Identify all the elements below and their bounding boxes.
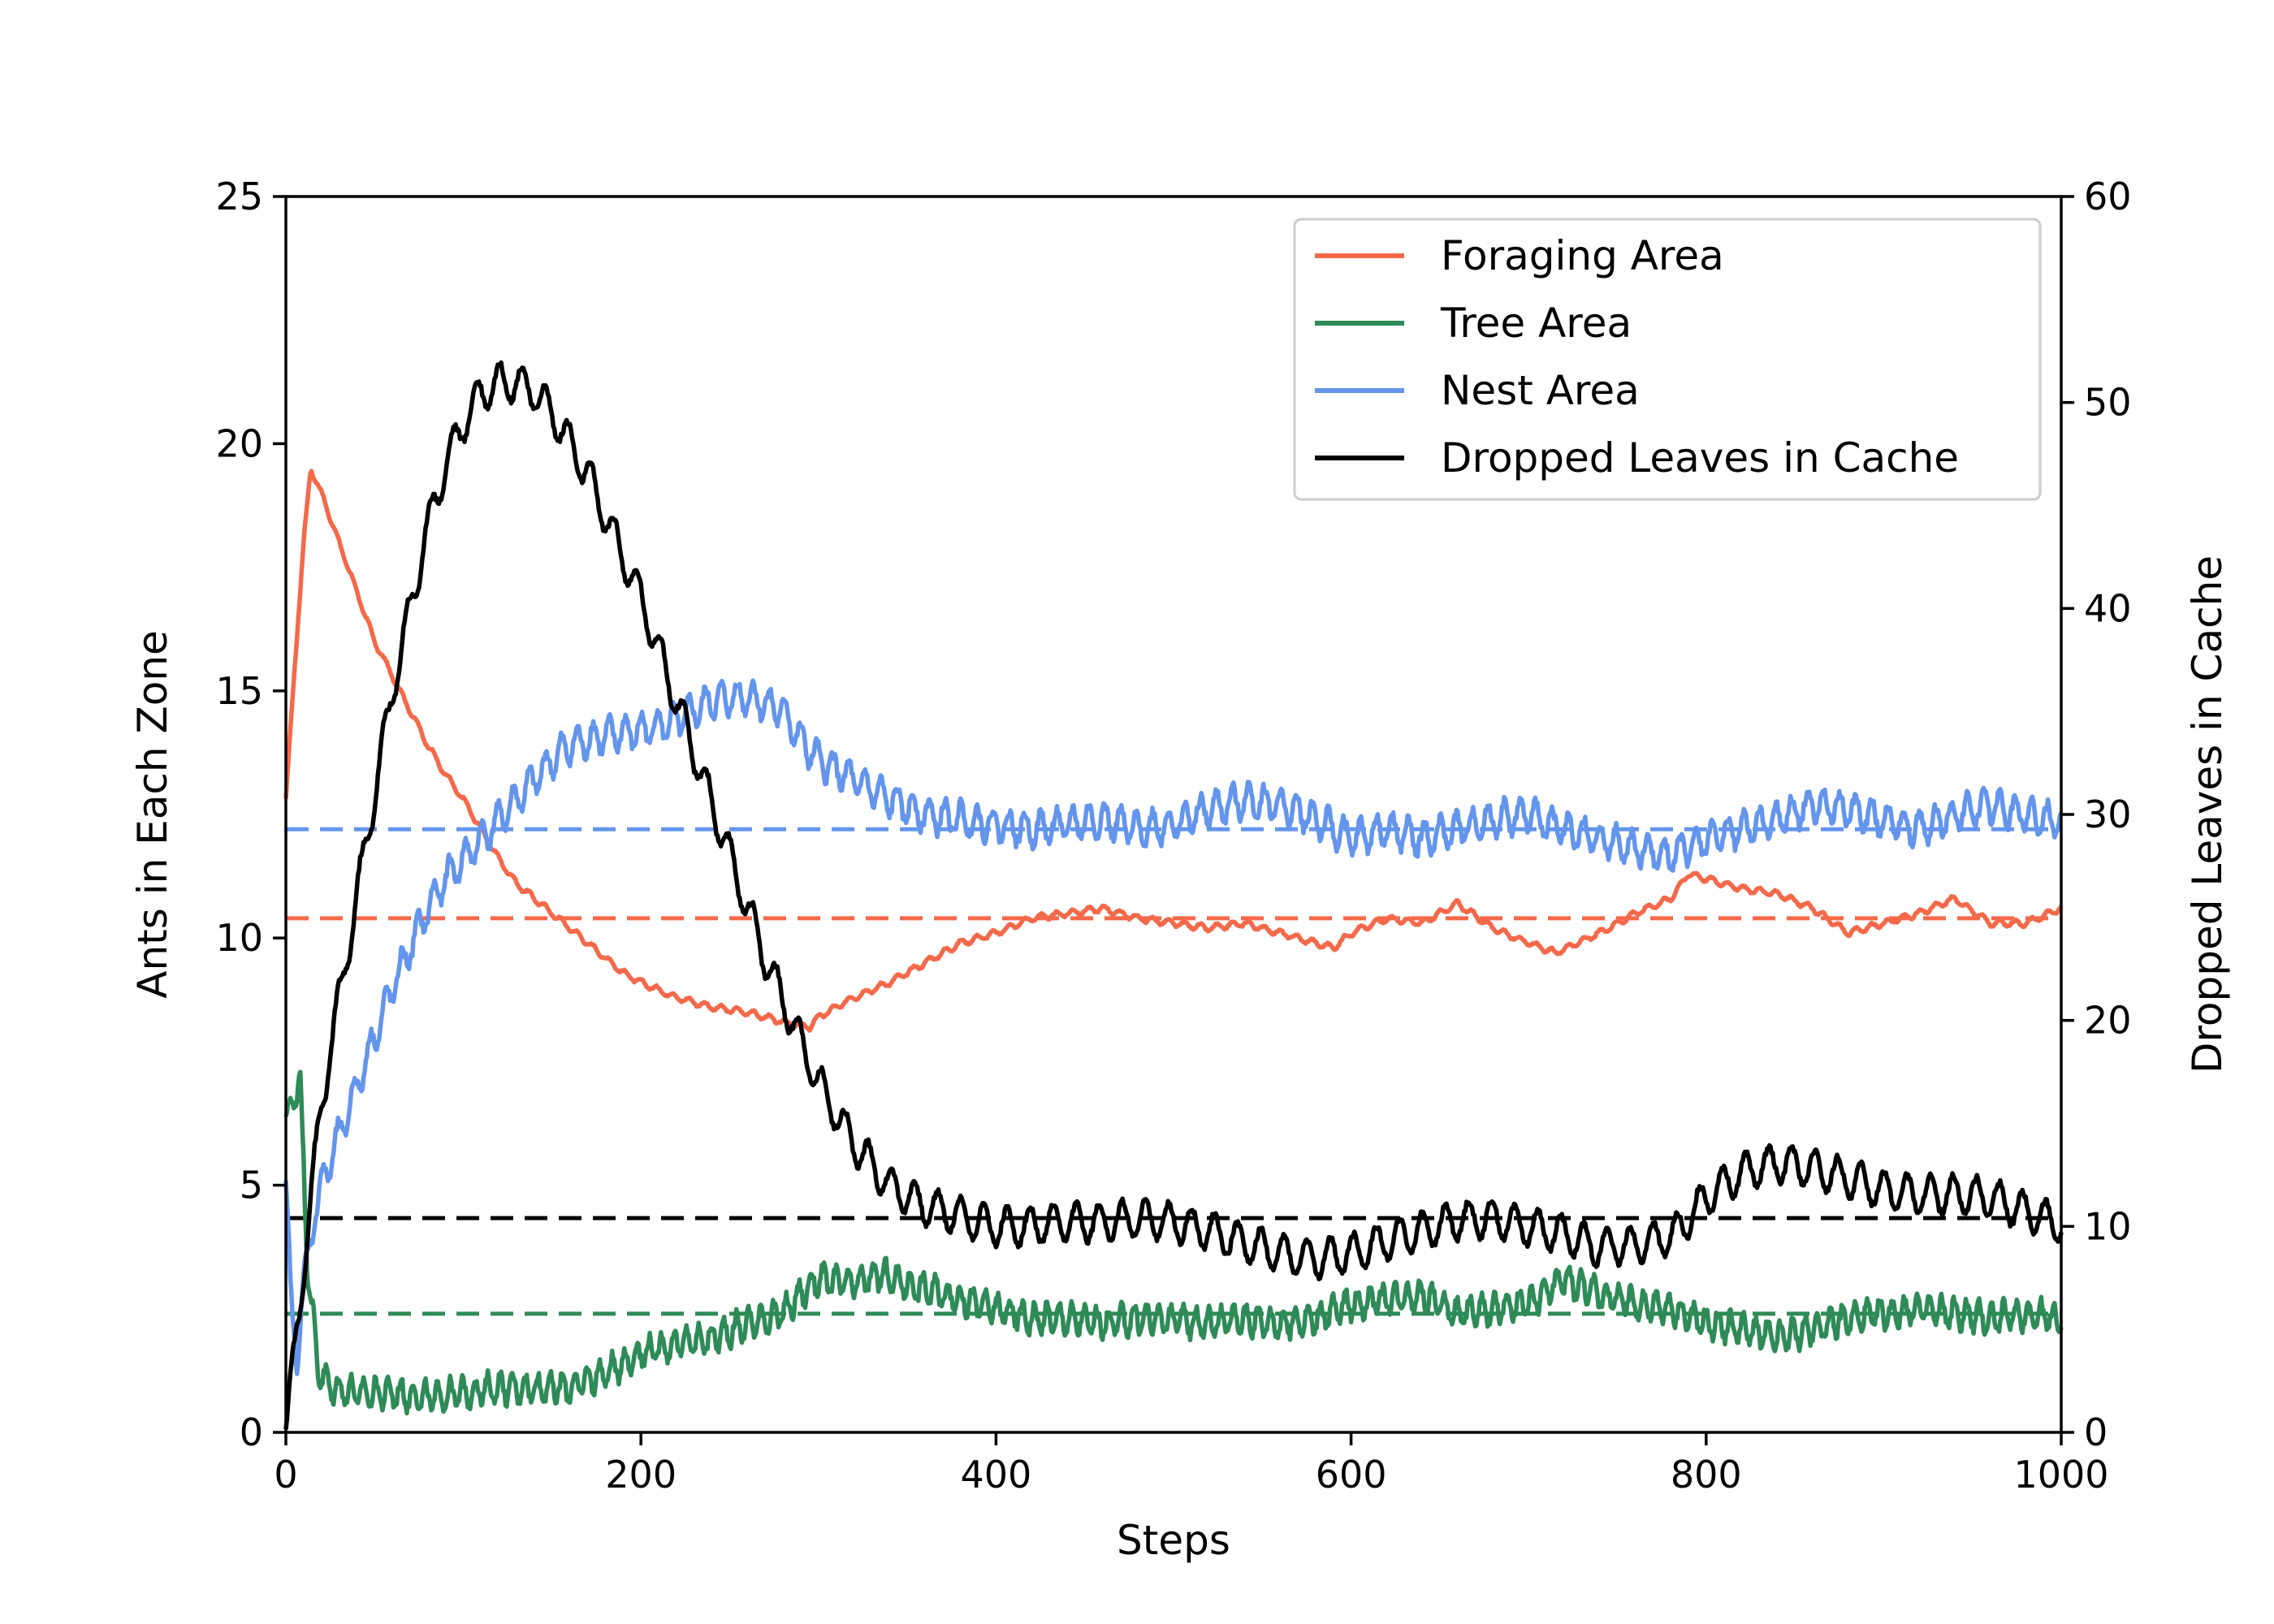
series-line-tree	[283, 1069, 2064, 1416]
x-axis-label: Steps	[1117, 1517, 1230, 1564]
x-tick-label: 600	[1316, 1453, 1387, 1497]
y-right-tick-label: 30	[2084, 793, 2132, 836]
y-right-tick-label: 50	[2084, 381, 2132, 425]
x-tick-label: 1000	[2013, 1453, 2108, 1497]
series-line-leaves	[283, 360, 2064, 1430]
x-tick-label: 800	[1671, 1453, 1742, 1497]
y-left-tick-label: 10	[215, 916, 263, 960]
series-lines	[283, 360, 2064, 1430]
y-right-tick-label: 0	[2084, 1410, 2108, 1454]
y-left-axis-label: Ants in Each Zone	[129, 630, 176, 999]
y-left-tick-label: 0	[240, 1410, 263, 1454]
legend-label-nest: Nest Area	[1441, 367, 1640, 414]
y-left-axis-ticks: 0 5 10 15 20 25	[215, 175, 286, 1454]
legend: Foraging Area Tree Area Nest Area Droppe…	[1293, 218, 2042, 501]
series-line-nest	[283, 678, 2064, 1376]
x-tick-label: 200	[605, 1453, 677, 1497]
x-tick-label: 0	[274, 1453, 297, 1497]
y-right-tick-label: 20	[2084, 999, 2132, 1043]
x-tick-label: 400	[960, 1453, 1031, 1497]
y-left-tick-label: 5	[240, 1164, 263, 1207]
y-right-tick-label: 10	[2084, 1204, 2132, 1248]
x-axis-ticks: 0 200 400 600 800 1000	[274, 1432, 2109, 1497]
y-right-tick-label: 60	[2084, 175, 2132, 218]
y-left-tick-label: 15	[215, 669, 263, 713]
y-right-axis-label: Dropped Leaves in Cache	[2184, 555, 2231, 1073]
legend-box	[1293, 218, 2042, 501]
y-left-tick-label: 25	[215, 175, 263, 218]
legend-label-leaves: Dropped Leaves in Cache	[1441, 434, 1959, 482]
y-left-tick-label: 20	[215, 421, 263, 465]
y-right-axis-ticks: 0 10 20 30 40 50 60	[2061, 175, 2132, 1454]
legend-label-foraging: Foraging Area	[1441, 232, 1724, 279]
y-right-tick-label: 40	[2084, 586, 2132, 630]
legend-label-tree: Tree Area	[1440, 300, 1632, 347]
series-line-foraging	[283, 469, 2064, 1033]
